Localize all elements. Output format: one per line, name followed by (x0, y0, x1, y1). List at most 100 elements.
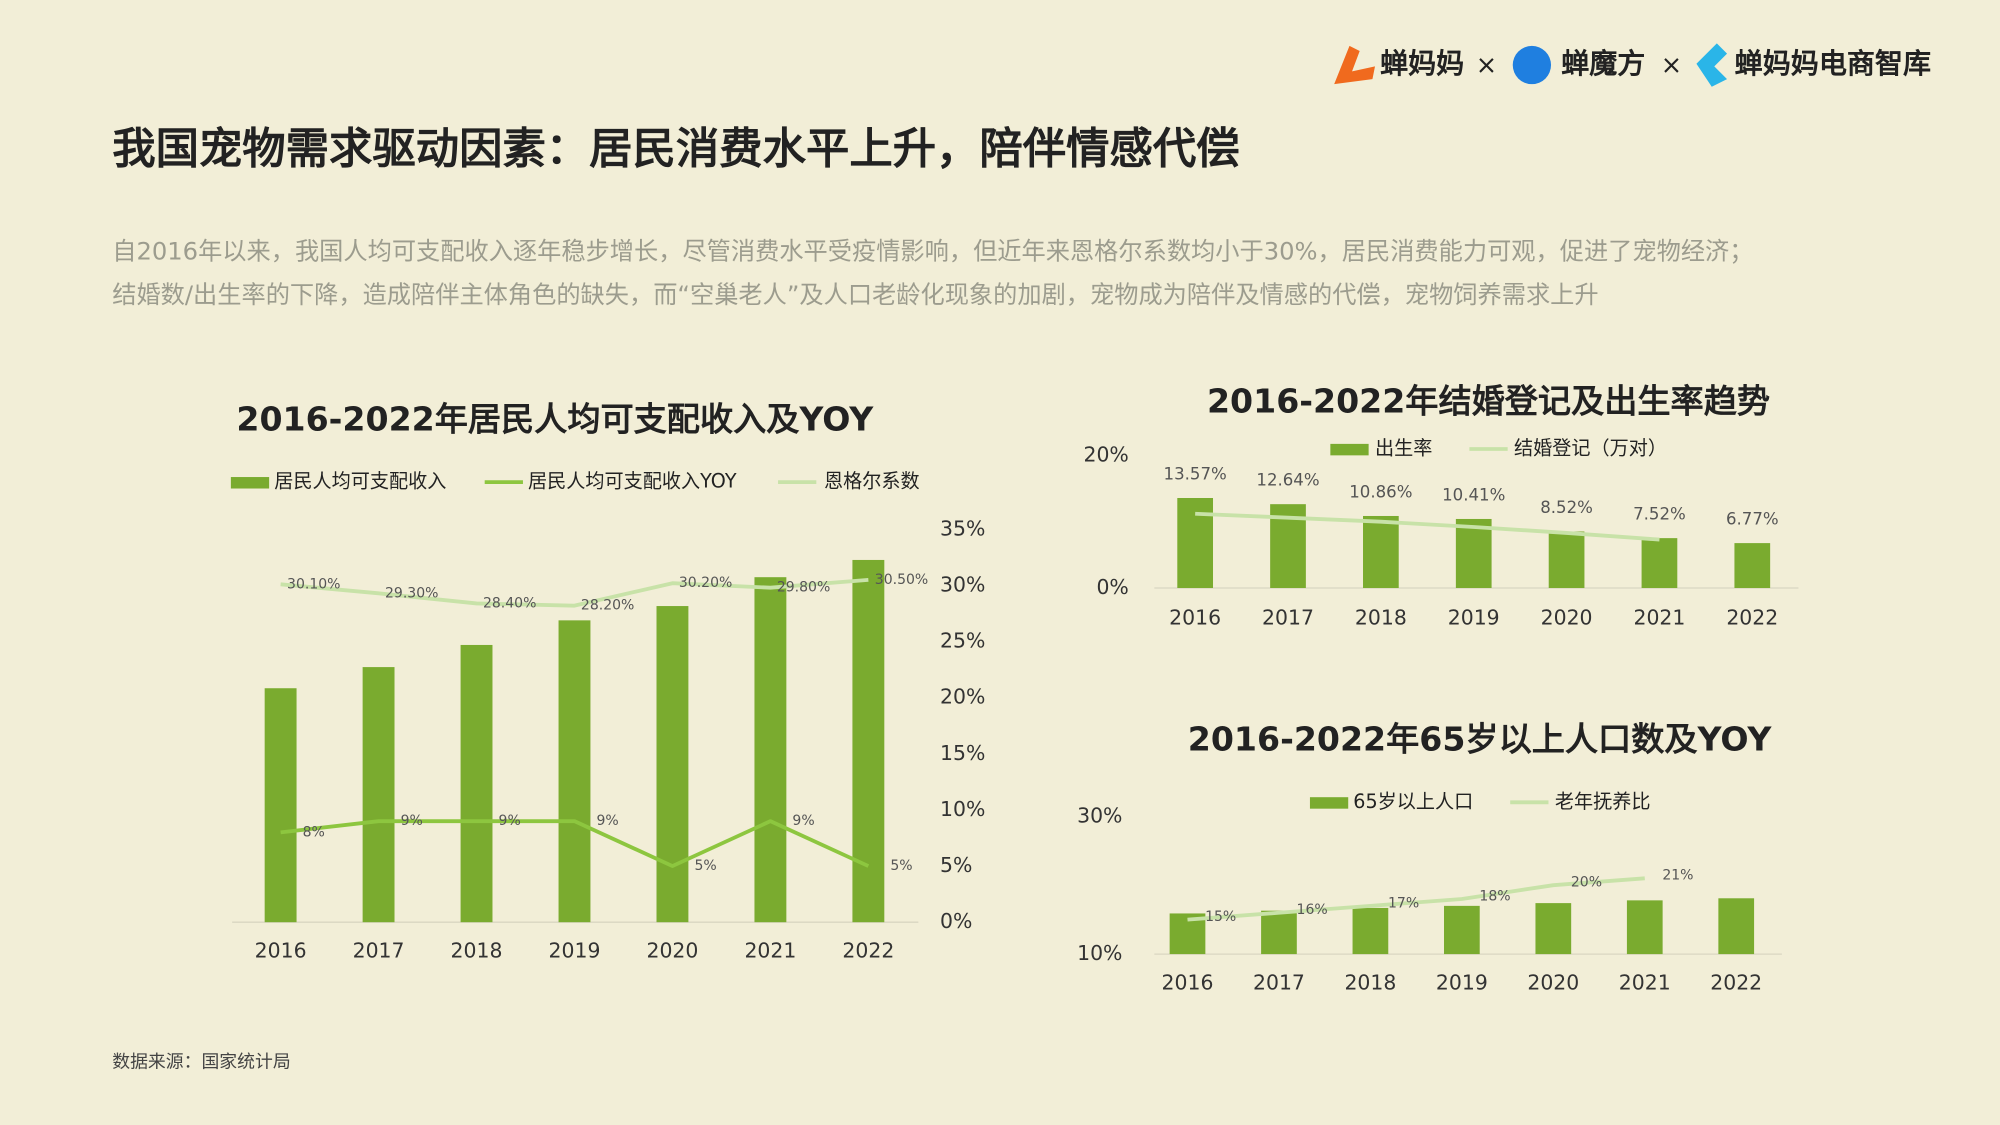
y-tick-label: 25% (940, 629, 985, 653)
logo-icon (1512, 45, 1552, 85)
bar (656, 606, 689, 923)
x-tick-label: 2022 (842, 939, 894, 963)
bar (1363, 515, 1399, 589)
logo-sep: × (1661, 50, 1682, 80)
bar (558, 620, 591, 923)
bar (1734, 543, 1771, 589)
data-label: 5% (694, 858, 716, 874)
data-label: 12.64% (1256, 471, 1319, 490)
x-tick-label: 2021 (1633, 606, 1685, 630)
x-tick-label: 2018 (1355, 606, 1407, 630)
x-tick-label: 2016 (1162, 970, 1214, 994)
chart-title: 2016-2022年65岁以上人口数及YOY (1188, 720, 1773, 759)
subtitle: 自2016年以来，我国人均可支配收入逐年稳步增长，尽管消费水平受疫情影响，但近年… (112, 238, 1753, 266)
x-tick-label: 2018 (1344, 970, 1396, 994)
y-tick-label: 0% (940, 909, 972, 933)
data-label: 30.50% (875, 572, 928, 588)
line (280, 577, 869, 608)
y-tick-label: 35% (940, 516, 985, 540)
x-tick-label: 2017 (1262, 606, 1314, 630)
data-label: 29.30% (385, 585, 438, 601)
legend-label: 出生率 (1375, 436, 1432, 459)
legend-swatch (1309, 797, 1349, 809)
data-label: 16% (1297, 902, 1328, 918)
bar (852, 559, 885, 923)
logo-text: 蝉妈妈电商智库 (1735, 47, 1931, 80)
bar (1641, 538, 1678, 589)
x-tick-label: 2019 (1436, 970, 1488, 994)
bar (264, 688, 297, 923)
line (1187, 876, 1645, 922)
y-tick-label: 30% (940, 572, 985, 596)
page-title: 我国宠物需求驱动因素：居民消费水平上升，陪伴情感代偿 (112, 124, 1239, 174)
data-label: 17% (1388, 895, 1419, 911)
subtitle: 结婚数/出生率的下降，造成陪伴主体角色的缺失，而“空巢老人”及人口老龄化现象的加… (112, 281, 1598, 309)
data-label: 18% (1479, 888, 1510, 904)
data-label: 9% (792, 813, 814, 829)
bar (1548, 531, 1585, 589)
data-label: 30.20% (679, 575, 732, 591)
y-tick-label: 5% (940, 853, 972, 877)
x-tick-label: 2021 (744, 939, 796, 963)
legend-label: 恩格尔系数 (824, 470, 920, 493)
bar (1718, 898, 1755, 955)
x-tick-label: 2017 (1253, 970, 1305, 994)
data-label: 8.52% (1540, 498, 1593, 517)
chart-title: 2016-2022年居民人均可支配收入及YOY (236, 399, 874, 438)
legend-label: 结婚登记（万对） (1514, 436, 1667, 459)
x-tick-label: 2019 (1448, 606, 1500, 630)
legend-label: 老年抚养比 (1555, 790, 1651, 813)
legend-label: 65岁以上人口 (1353, 790, 1473, 813)
bar (362, 667, 395, 923)
y-tick-label: 20% (940, 685, 985, 709)
data-label: 8% (303, 824, 325, 840)
data-label: 28.40% (483, 595, 536, 611)
logo-sep: × (1476, 50, 1497, 80)
bar (1352, 907, 1389, 955)
x-tick-label: 2016 (1169, 606, 1221, 630)
data-label: 5% (890, 858, 912, 874)
data-label: 21% (1662, 868, 1693, 884)
y-tick-label: 30% (1077, 803, 1122, 827)
x-tick-label: 2019 (549, 939, 601, 963)
data-label: 10.86% (1349, 483, 1412, 502)
data-label: 7.52% (1633, 505, 1686, 524)
data-label: 13.57% (1164, 465, 1227, 484)
source: 数据来源：国家统计局 (112, 1052, 290, 1073)
y-tick-label: 10% (940, 797, 985, 821)
bar (1455, 518, 1492, 589)
logo-icon (1334, 45, 1375, 85)
data-label: 9% (597, 813, 619, 829)
data-label: 6.77% (1726, 510, 1779, 529)
legend-label: 居民人均可支配收入 (274, 470, 446, 493)
x-tick-label: 2017 (353, 939, 405, 963)
legend-label: 居民人均可支配收入YOY (528, 470, 737, 493)
line (280, 819, 870, 868)
bar (1444, 905, 1480, 955)
bar (460, 644, 493, 923)
bar (1177, 498, 1214, 589)
legend-swatch (1330, 443, 1369, 456)
y-tick-label: 10% (1077, 941, 1122, 965)
legend-swatch (230, 477, 270, 489)
logos: 蝉妈妈 × 蝉魔方 × 蝉妈妈电商智库 (1334, 43, 1931, 87)
x-tick-label: 2022 (1726, 606, 1778, 630)
x-tick-label: 2020 (1541, 606, 1593, 630)
logo-icon (1696, 43, 1728, 87)
bar (754, 577, 787, 923)
data-label: 15% (1205, 909, 1236, 925)
bar (1626, 900, 1663, 955)
data-label: 9% (401, 813, 423, 829)
bar (1535, 903, 1572, 955)
data-label: 28.20% (581, 598, 634, 614)
data-label: 30.10% (287, 576, 340, 592)
y-tick-label: 20% (1083, 442, 1128, 466)
logo-text: 蝉妈妈 (1380, 47, 1464, 80)
line (1195, 511, 1660, 542)
chart-title: 2016-2022年结婚登记及出生率趋势 (1207, 382, 1770, 421)
data-label: 9% (499, 813, 521, 829)
logo-text: 蝉魔方 (1561, 47, 1645, 80)
x-tick-label: 2016 (255, 939, 307, 963)
